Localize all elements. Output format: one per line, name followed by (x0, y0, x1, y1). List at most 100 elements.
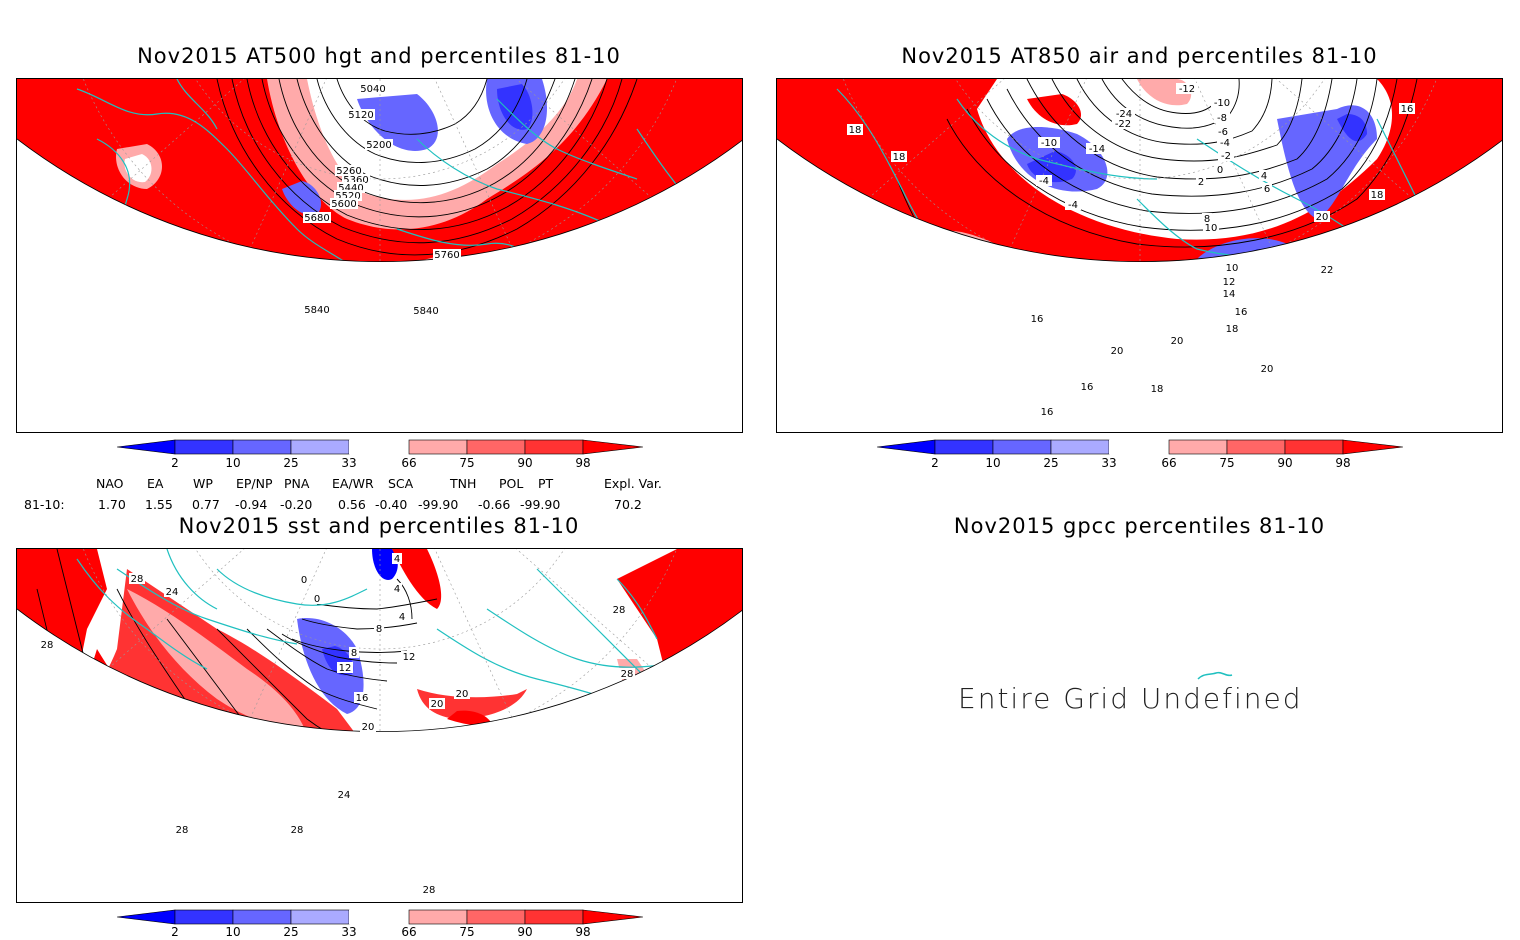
contour-label: 28 (41, 640, 54, 651)
contour-label-bg (1202, 213, 1212, 224)
contour-label-bg (39, 639, 55, 650)
contour-label: 18 (1226, 324, 1239, 335)
contour-label: 10 (1226, 263, 1239, 274)
colorbar-tick-label: 90 (517, 925, 533, 939)
colorbar-segment (1050, 439, 1110, 455)
colorbar-tick-label: 10 (985, 456, 1001, 470)
index-value: -0.94 (235, 497, 268, 512)
contour-label-bg (1369, 189, 1385, 200)
contour-label: 8 (376, 624, 382, 635)
contour-label-bg (1169, 335, 1185, 346)
contour-label-bg (312, 593, 322, 604)
index-header-row: NAO EA WP EP/NP PNA EA/WR SCA TNH POL PT… (0, 476, 740, 492)
index-value-row: 81-10: 1.70 1.55 0.77 -0.94 -0.20 0.56 -… (0, 497, 740, 513)
contour-label-bg (303, 212, 331, 223)
contour-label: 4 (399, 612, 405, 623)
contour-label-bg (1113, 108, 1135, 119)
colorbar-tick-label: 66 (401, 456, 417, 470)
contour-label: 28 (176, 825, 189, 836)
contour-label-bg (330, 198, 358, 209)
colorbar-segment (349, 910, 409, 924)
contour-label-bg (1203, 222, 1219, 233)
contour-label: 5040 (360, 84, 385, 95)
contour-label-bg (1039, 406, 1055, 417)
index-header: POL (499, 476, 524, 491)
colorbar-segment (408, 909, 468, 925)
contour-label-bg (129, 573, 145, 584)
colorbar-tick-label: 25 (1043, 456, 1059, 470)
colorbar-segment (1168, 439, 1228, 455)
contour-label: 20 (362, 722, 375, 733)
colorbar-sst: 2 10 25 33 66 75 90 98 (116, 908, 644, 940)
colorbar-tick-label: 75 (459, 456, 475, 470)
contour-label: 22 (1321, 265, 1334, 276)
contour-label-bg (1224, 262, 1240, 273)
index-header: EA (147, 476, 164, 491)
contour-label: 8 (351, 648, 357, 659)
contour-label: -4 (1220, 138, 1230, 149)
colorbar-segment (1226, 439, 1286, 455)
index-header: NAO (96, 476, 124, 491)
contour-label: 24 (166, 587, 179, 598)
contour-label-bg (1086, 143, 1108, 154)
colorbar-segment (1342, 439, 1404, 455)
contour-label-bg (1196, 176, 1206, 187)
colorbar-segment (1284, 439, 1344, 455)
contour-label: 6 (1264, 184, 1270, 195)
colorbar-segment (232, 909, 292, 925)
contour-label: 5120 (348, 110, 373, 121)
contour-label-bg (1176, 83, 1198, 94)
contour-label: 4 (394, 554, 400, 565)
contour-label: 16 (1235, 307, 1248, 318)
contour-label: 16 (356, 693, 369, 704)
contour-label-bg (454, 688, 470, 699)
panel2-title: Nov2015 AT850 air and percentiles 81-10 (901, 44, 1378, 68)
contour-label-bg (337, 182, 365, 193)
index-header: SCA (388, 476, 414, 491)
index-value: -0.20 (280, 497, 313, 512)
contour-label: 12 (339, 663, 352, 674)
contour-label: -4 (1068, 200, 1078, 211)
contour-label: 28 (423, 885, 436, 896)
index-value: 1.55 (145, 497, 173, 512)
contour-label: 5260 (336, 166, 361, 177)
index-header: EP/NP (236, 476, 273, 491)
contour-label-bg (174, 824, 190, 835)
colorbar-tick-label: 90 (1277, 456, 1293, 470)
contour-label: -10 (1041, 138, 1057, 149)
colorbar-hgt500-bar (116, 439, 644, 455)
index-header: WP (193, 476, 213, 491)
contour-label-bg (847, 124, 863, 135)
contour-label: 14 (1223, 289, 1236, 300)
contour-label: 5520 (335, 191, 360, 202)
contour-label-bg (303, 304, 331, 315)
contour-label: 12 (1223, 277, 1236, 288)
contour-label-bg (1221, 276, 1237, 287)
colorbar-tick-label: 75 (1219, 456, 1235, 470)
contour-label-bg (336, 789, 352, 800)
colorbar-segment (582, 909, 644, 925)
contour-label: -2 (1221, 151, 1231, 162)
contour-label: 0 (301, 575, 307, 586)
contour-label-bg (1214, 112, 1230, 123)
contour-label: 5200 (366, 140, 391, 151)
contour-label-bg (337, 662, 353, 673)
contour-label: 28 (131, 574, 144, 585)
colorbar-tick-label: 25 (283, 925, 299, 939)
index-value: 0.56 (338, 497, 366, 512)
contour-label-bg (164, 586, 180, 597)
contour-label-bg (1221, 288, 1237, 299)
contour-label: -22 (1115, 119, 1131, 130)
colorbar-tick-label: 33 (341, 925, 357, 939)
contour-label: 8 (1204, 214, 1210, 225)
colorbar-tick-label: 2 (931, 456, 939, 470)
contour-label: 5440 (338, 183, 363, 194)
index-header: PT (538, 476, 554, 491)
contour-label-bg (397, 611, 407, 622)
contour-label-bg (359, 83, 387, 94)
index-value: -99.90 (418, 497, 459, 512)
colorbar-segment (116, 909, 176, 925)
contour-label: 5840 (413, 306, 438, 317)
panel4-title: Nov2015 gpcc percentiles 81-10 (953, 514, 1326, 538)
